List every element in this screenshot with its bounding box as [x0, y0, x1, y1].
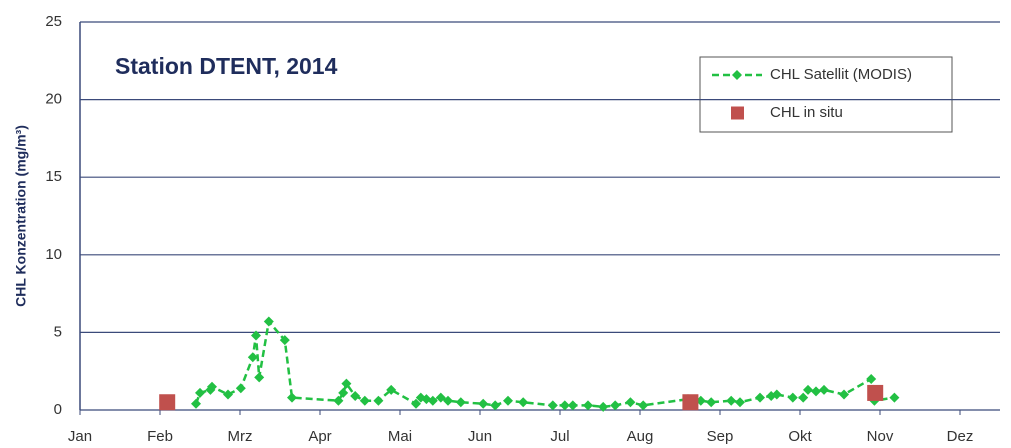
- marker: [455, 397, 466, 408]
- marker: [625, 397, 636, 408]
- x-tick-label: Jul: [550, 428, 569, 445]
- marker: [866, 373, 877, 384]
- x-tick-label: Mrz: [228, 428, 253, 445]
- marker: [191, 398, 201, 409]
- marker: [435, 392, 446, 403]
- marker: [798, 392, 809, 403]
- y-tick-label: 20: [45, 91, 62, 108]
- y-tick-label: 5: [54, 323, 62, 340]
- marker: [159, 394, 176, 411]
- marker: [373, 395, 384, 406]
- y-tick-label: 15: [45, 168, 62, 185]
- marker: [518, 397, 529, 408]
- marker: [803, 384, 813, 395]
- marker: [787, 392, 798, 403]
- marker: [350, 391, 361, 402]
- marker: [386, 384, 397, 395]
- marker: [547, 400, 558, 411]
- marker: [819, 384, 829, 395]
- marker: [889, 392, 900, 403]
- chart-title: Station DTENT, 2014: [115, 53, 338, 79]
- x-tick-label: Aug: [627, 428, 654, 445]
- marker: [223, 389, 233, 400]
- marker: [490, 400, 501, 411]
- marker: [195, 387, 205, 398]
- marker: [638, 400, 649, 411]
- x-tick-label: Dez: [947, 428, 974, 445]
- legend-label: CHL Satellit (MODIS): [770, 66, 912, 83]
- marker: [251, 330, 261, 341]
- x-tick-label: Feb: [147, 428, 173, 445]
- marker: [839, 389, 849, 400]
- marker: [811, 386, 821, 397]
- marker: [598, 401, 609, 412]
- marker: [735, 397, 745, 408]
- marker: [503, 395, 513, 406]
- x-tick-label: Sep: [707, 428, 734, 445]
- marker: [583, 400, 593, 411]
- marker: [610, 400, 621, 411]
- marker: [559, 400, 570, 411]
- marker: [247, 352, 258, 363]
- marker: [771, 389, 782, 400]
- x-tick-label: Okt: [788, 428, 812, 445]
- legend-marker: [731, 106, 744, 120]
- series-line: [194, 318, 895, 409]
- legend-label: CHL in situ: [770, 104, 843, 121]
- x-tick-label: Jan: [68, 428, 92, 445]
- marker: [254, 372, 265, 383]
- y-tick-label: 0: [54, 401, 62, 418]
- marker: [427, 395, 438, 406]
- y-tick-label: 25: [45, 13, 62, 30]
- x-tick-label: Apr: [308, 428, 331, 445]
- marker: [207, 381, 217, 392]
- marker: [333, 395, 344, 406]
- marker: [411, 398, 421, 409]
- marker: [279, 335, 290, 346]
- x-tick-label: Nov: [867, 428, 894, 445]
- marker: [478, 398, 489, 409]
- marker: [341, 378, 352, 389]
- marker: [235, 383, 246, 394]
- marker: [567, 400, 578, 411]
- marker: [443, 395, 453, 406]
- x-tick-label: Jun: [468, 428, 492, 445]
- y-axis-title: CHL Konzentration (mg/m³): [13, 125, 29, 307]
- marker: [867, 384, 884, 401]
- marker: [755, 392, 765, 403]
- marker: [263, 316, 274, 327]
- marker: [682, 394, 699, 411]
- legend-marker: [732, 70, 742, 80]
- marker: [338, 387, 349, 398]
- marker: [726, 395, 737, 406]
- marker: [706, 397, 717, 408]
- y-tick-label: 10: [45, 246, 62, 263]
- x-tick-label: Mai: [388, 428, 412, 445]
- marker: [359, 395, 370, 406]
- marker: [287, 392, 297, 403]
